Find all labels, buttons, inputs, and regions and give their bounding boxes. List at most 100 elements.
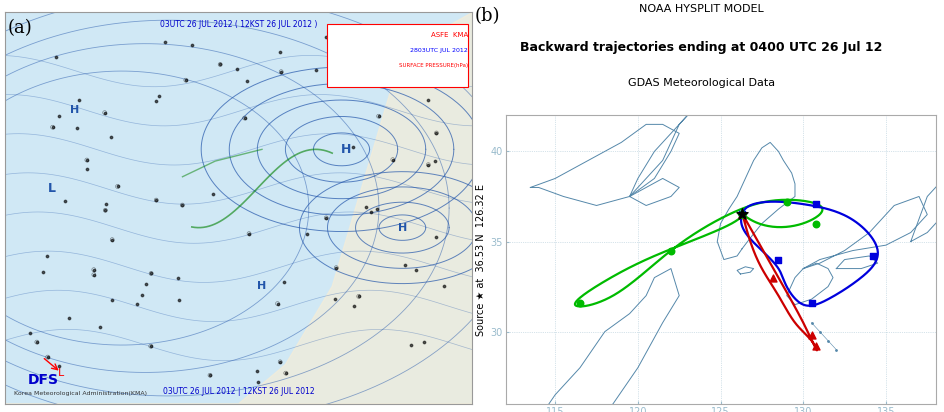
Text: Korea Meteorological Administration(KMA): Korea Meteorological Administration(KMA): [14, 391, 147, 396]
Point: [178, 77, 194, 84]
Point: [79, 157, 94, 163]
Point: [415, 339, 430, 345]
Point: [663, 247, 678, 254]
Point: [734, 211, 750, 217]
Point: [272, 358, 287, 365]
Point: [420, 162, 435, 168]
Point: [419, 96, 434, 103]
Point: [351, 293, 366, 300]
Point: [178, 77, 194, 84]
Point: [61, 315, 76, 322]
Point: [98, 201, 113, 208]
Point: [734, 211, 750, 217]
Point: [143, 270, 159, 277]
Text: (a): (a): [8, 19, 32, 37]
Point: [152, 93, 167, 99]
Point: [97, 109, 112, 116]
Point: [29, 339, 44, 345]
Point: [363, 208, 379, 215]
Point: [276, 279, 291, 286]
Text: ASFE  KMA: ASFE KMA: [430, 32, 467, 38]
Point: [45, 124, 60, 131]
Point: [40, 253, 55, 260]
Point: [242, 230, 257, 237]
Point: [864, 253, 879, 259]
Point: [171, 275, 186, 281]
Point: [396, 262, 412, 269]
Point: [58, 198, 73, 205]
Point: [734, 211, 750, 217]
Point: [206, 191, 221, 197]
Text: L: L: [58, 368, 64, 378]
Point: [72, 96, 87, 103]
Point: [278, 370, 293, 377]
Point: [770, 256, 785, 263]
Polygon shape: [5, 12, 472, 404]
Text: (b): (b): [474, 7, 499, 25]
Point: [734, 211, 750, 217]
Point: [97, 207, 112, 213]
Point: [86, 272, 101, 278]
Point: [429, 130, 444, 136]
Point: [97, 207, 112, 213]
Text: 03UTC 26 JUL 2012 | 12KST 26 JUL 2012: 03UTC 26 JUL 2012 | 12KST 26 JUL 2012: [162, 387, 314, 396]
Point: [351, 293, 366, 300]
Point: [734, 211, 750, 217]
Point: [52, 112, 67, 119]
Point: [139, 281, 154, 287]
Point: [328, 296, 343, 302]
Point: [429, 234, 444, 241]
Text: H: H: [397, 222, 407, 233]
Point: [420, 162, 435, 168]
Point: [40, 354, 55, 360]
Point: [129, 301, 144, 307]
Point: [69, 124, 84, 131]
Point: [212, 61, 228, 68]
Point: [86, 266, 101, 273]
Point: [110, 183, 125, 190]
Text: Backward trajectories ending at 0400 UTC 26 Jul 12: Backward trajectories ending at 0400 UTC…: [520, 41, 882, 54]
Point: [148, 98, 163, 104]
Point: [202, 372, 217, 379]
Point: [346, 61, 361, 68]
Point: [278, 370, 293, 377]
Point: [184, 42, 199, 49]
Text: H: H: [341, 143, 351, 156]
Point: [175, 202, 190, 208]
Point: [808, 343, 823, 349]
Point: [237, 115, 252, 122]
Point: [572, 300, 587, 306]
Point: [371, 113, 386, 119]
Point: [105, 236, 120, 243]
Point: [429, 130, 444, 136]
Point: [346, 303, 362, 309]
Point: [48, 54, 63, 60]
Point: [808, 220, 823, 227]
Point: [270, 300, 285, 307]
Point: [358, 204, 373, 211]
Point: [403, 342, 418, 349]
FancyBboxPatch shape: [328, 24, 467, 87]
Point: [803, 332, 818, 339]
Point: [778, 199, 793, 205]
Text: 03UTC 26 JUL 2012 ( 12KST 26 JUL 2012 ): 03UTC 26 JUL 2012 ( 12KST 26 JUL 2012 ): [160, 20, 317, 29]
Text: SURFACE PRESSURE(hPa): SURFACE PRESSURE(hPa): [398, 63, 467, 68]
Y-axis label: Source ★ at  36.53 N  126.32 E: Source ★ at 36.53 N 126.32 E: [476, 184, 486, 335]
Point: [427, 158, 442, 164]
Point: [270, 300, 285, 307]
Point: [202, 372, 217, 379]
Point: [23, 330, 38, 337]
Point: [274, 68, 289, 75]
Point: [318, 215, 333, 221]
Point: [369, 206, 384, 212]
Point: [361, 74, 376, 80]
Point: [143, 270, 159, 277]
Point: [80, 166, 95, 173]
Point: [143, 343, 158, 349]
Point: [237, 115, 252, 122]
Point: [148, 197, 163, 204]
Point: [242, 230, 257, 237]
Point: [239, 78, 254, 84]
Point: [228, 65, 244, 72]
Text: H: H: [70, 105, 79, 115]
